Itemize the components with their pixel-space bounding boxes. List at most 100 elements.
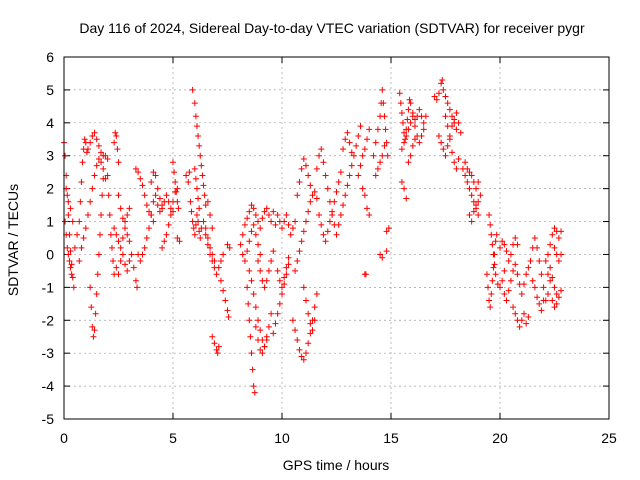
- data-point: [261, 284, 268, 291]
- data-point: [307, 198, 314, 205]
- data-point: [455, 156, 462, 163]
- data-point: [64, 244, 71, 251]
- data-point: [95, 142, 102, 149]
- data-point: [449, 149, 456, 156]
- data-point: [322, 172, 329, 179]
- data-point: [344, 182, 351, 189]
- data-point: [213, 346, 220, 353]
- data-point: [65, 251, 72, 258]
- data-point: [87, 139, 94, 146]
- x-tick-label: 25: [601, 430, 617, 446]
- data-point: [416, 106, 423, 113]
- data-point: [245, 300, 252, 307]
- data-point: [239, 251, 246, 258]
- data-point: [384, 152, 391, 159]
- data-point: [270, 248, 277, 255]
- data-point: [175, 205, 182, 212]
- data-point: [446, 106, 453, 113]
- data-point: [446, 136, 453, 143]
- data-point: [475, 179, 482, 186]
- data-point: [551, 304, 558, 311]
- data-point: [248, 202, 255, 209]
- x-tick-label: 10: [274, 430, 290, 446]
- data-point: [93, 136, 100, 143]
- data-point: [300, 156, 307, 163]
- data-point: [152, 172, 159, 179]
- data-point: [67, 248, 74, 255]
- data-point: [374, 126, 381, 133]
- data-point: [237, 241, 244, 248]
- data-point: [466, 185, 473, 192]
- data-point: [76, 218, 83, 225]
- data-point: [214, 350, 221, 357]
- data-point: [132, 277, 139, 284]
- data-point: [316, 152, 323, 159]
- data-point: [374, 165, 381, 172]
- data-point: [283, 211, 290, 218]
- data-point: [340, 202, 347, 209]
- data-point: [148, 179, 155, 186]
- data-point: [224, 307, 231, 314]
- data-point: [148, 211, 155, 218]
- data-point: [385, 225, 392, 232]
- data-point: [555, 294, 562, 301]
- data-point: [143, 235, 150, 241]
- data-point: [422, 113, 429, 120]
- data-point: [261, 208, 268, 215]
- data-point: [473, 185, 480, 192]
- data-point: [475, 198, 482, 205]
- data-point: [139, 251, 146, 258]
- data-point: [84, 146, 91, 153]
- data-point: [215, 264, 222, 271]
- data-point: [538, 271, 545, 278]
- data-point: [130, 264, 137, 271]
- data-point: [259, 350, 266, 357]
- data-point: [411, 116, 418, 123]
- chart-title: Day 116 of 2024, Sidereal Day-to-day VTE…: [79, 20, 585, 36]
- data-point: [283, 264, 290, 271]
- data-point: [407, 119, 414, 126]
- data-point: [191, 100, 198, 107]
- data-point: [220, 287, 227, 294]
- data-point: [119, 235, 126, 241]
- data-point: [96, 231, 103, 238]
- data-point: [348, 149, 355, 156]
- data-point: [510, 267, 517, 274]
- data-point: [113, 264, 120, 271]
- data-point: [226, 244, 233, 251]
- data-point: [340, 146, 347, 153]
- data-point: [305, 208, 312, 215]
- data-point: [198, 162, 205, 169]
- data-point: [255, 241, 262, 248]
- y-tick-label: 2: [46, 181, 54, 197]
- data-point: [468, 172, 475, 179]
- data-point: [113, 231, 120, 238]
- data-point: [115, 238, 122, 245]
- data-point: [514, 271, 521, 278]
- data-point: [268, 218, 275, 225]
- data-point: [252, 323, 259, 330]
- data-point: [435, 90, 442, 97]
- data-point: [558, 287, 565, 294]
- data-point: [538, 307, 545, 314]
- data-point: [449, 113, 456, 120]
- data-point: [377, 251, 384, 258]
- data-point: [263, 277, 270, 284]
- data-point: [98, 149, 105, 156]
- data-point: [492, 238, 499, 245]
- y-tick-label: 0: [46, 246, 54, 262]
- data-point: [405, 126, 412, 133]
- data-point: [167, 211, 174, 218]
- data-point: [100, 175, 107, 182]
- data-point: [398, 109, 405, 116]
- data-point: [381, 113, 388, 120]
- data-point: [279, 284, 285, 291]
- data-point: [333, 231, 340, 238]
- data-point: [366, 126, 373, 133]
- data-point: [69, 274, 76, 281]
- data-point: [355, 132, 362, 139]
- y-tick-label: -1: [42, 279, 55, 295]
- data-point: [473, 202, 480, 209]
- data-point: [490, 251, 497, 258]
- data-point: [152, 192, 159, 199]
